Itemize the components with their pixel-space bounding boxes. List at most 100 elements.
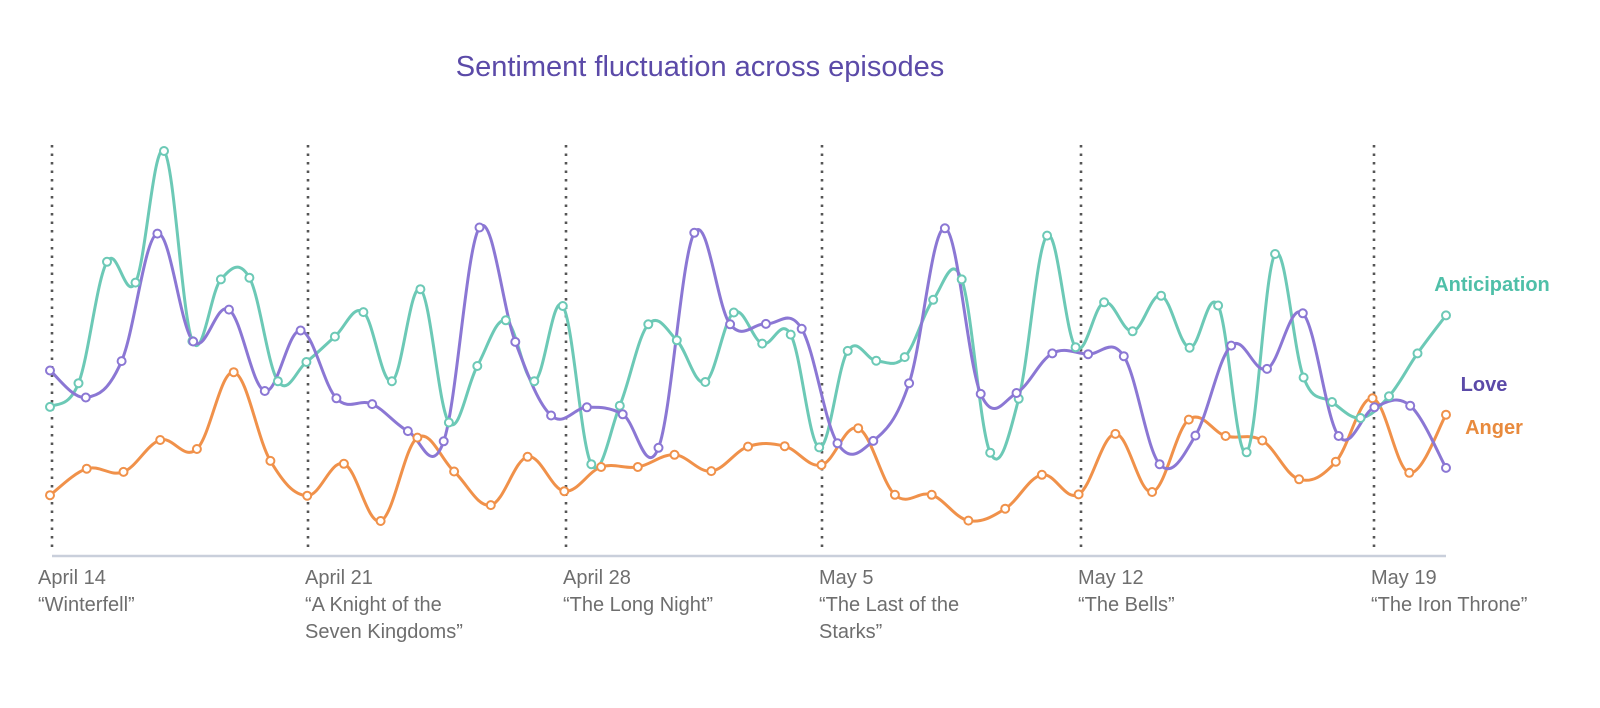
anticipation-data-point — [899, 352, 910, 363]
anger-data-point — [596, 462, 607, 472]
anticipation-data-point — [1270, 249, 1281, 259]
anger-data-point — [1330, 456, 1341, 467]
anticipation-data-point — [1042, 230, 1053, 241]
anger-data-point — [559, 486, 570, 497]
love-data-point — [1369, 402, 1380, 413]
episode-title-label: “The Long Night” — [563, 594, 713, 616]
anger-data-point — [1367, 393, 1378, 404]
love-data-point — [581, 402, 592, 413]
love-data-point — [1405, 400, 1416, 411]
anger-data-point — [926, 489, 937, 500]
love-data-point — [760, 318, 771, 329]
anger-data-point — [1294, 474, 1305, 485]
anger-data-point — [191, 444, 202, 454]
anger-data-point — [522, 451, 533, 462]
anticipation-data-point — [1156, 290, 1167, 301]
love-data-point — [1190, 430, 1201, 441]
episode-date-label: April 28 — [563, 567, 631, 589]
love-data-point — [1047, 348, 1058, 359]
anger-data-point — [449, 466, 460, 477]
anticipation-data-point — [1241, 447, 1252, 458]
anger-data-point — [1257, 435, 1268, 446]
love-data-point — [868, 435, 879, 446]
episode-title-label: “A Knight of the — [305, 594, 442, 616]
anticipation-data-point — [244, 272, 255, 283]
love-data-point — [1118, 351, 1129, 362]
chart-title: Sentiment fluctuation across episodes — [456, 51, 944, 83]
anger-data-point — [669, 449, 680, 460]
anticipation-data-point — [671, 335, 682, 346]
anger-data-point — [1183, 414, 1194, 425]
anticipation-data-point — [102, 256, 112, 267]
anticipation-data-point — [472, 361, 483, 371]
love-data-point — [725, 319, 736, 330]
love-data-point — [796, 323, 807, 334]
anticipation-data-point — [301, 357, 312, 367]
episode-date-label: May 12 — [1078, 567, 1144, 589]
love-data-point — [45, 365, 55, 376]
anticipation-data-point — [1355, 413, 1366, 423]
anger-series-label: Anger — [1465, 417, 1523, 439]
anticipation-data-point — [358, 307, 369, 318]
anger-data-point — [1000, 503, 1011, 514]
anticipation-data-point — [1070, 342, 1081, 353]
love-data-point — [474, 222, 485, 233]
anticipation-data-point — [586, 459, 597, 470]
anticipation-data-point — [928, 294, 939, 305]
anger-data-point — [816, 460, 827, 470]
anticipation-data-point — [1384, 391, 1394, 402]
anticipation-data-point — [1213, 300, 1224, 311]
love-series-label: Love — [1461, 374, 1508, 396]
anticipation-data-point — [130, 277, 141, 288]
anticipation-data-point — [1184, 342, 1195, 353]
anger-data-point — [485, 500, 496, 511]
episode-title-label: “The Iron Throne” — [1371, 594, 1527, 616]
anticipation-data-point — [386, 376, 397, 387]
episode-date-label: April 14 — [38, 567, 106, 589]
episode-date-label: April 21 — [305, 567, 373, 589]
anticipation-data-point — [956, 274, 967, 285]
anticipation-data-point — [614, 400, 625, 411]
love-data-point — [438, 436, 449, 447]
love-data-point — [116, 356, 127, 367]
anger-data-point — [265, 455, 276, 466]
love-data-point — [939, 223, 950, 234]
love-data-point — [224, 304, 234, 315]
anticipation-data-point — [529, 376, 540, 387]
anger-data-point — [632, 462, 643, 472]
episode-title-label: “The Bells” — [1078, 594, 1175, 616]
anticipation-data-point — [643, 319, 654, 330]
anger-data-point — [743, 441, 753, 452]
anger-data-point — [1147, 487, 1158, 497]
anger-data-point — [779, 441, 790, 452]
anger-data-point — [228, 367, 239, 378]
anger-data-point — [1220, 431, 1231, 441]
love-data-point — [832, 438, 843, 449]
love-data-point — [1297, 308, 1308, 319]
episode-markers — [50, 145, 1376, 553]
love-data-point — [295, 325, 306, 336]
episode-title-label: “The Last of the — [819, 594, 959, 616]
anger-data-point — [1441, 409, 1451, 420]
anticipation-data-point — [159, 146, 169, 156]
anticipation-data-point — [329, 331, 340, 342]
love-data-point — [904, 378, 915, 389]
love-data-point — [546, 410, 557, 421]
love-data-point — [1154, 459, 1165, 470]
anger-data-point — [1073, 489, 1084, 500]
episode-title-label: “Winterfell” — [38, 594, 135, 616]
anticipation-data-point — [842, 345, 853, 356]
love-data-point — [1226, 340, 1237, 351]
series-lines — [48, 149, 1448, 523]
anger-data-point — [338, 458, 349, 469]
love-data-point — [259, 386, 270, 396]
love-data-point — [367, 399, 378, 410]
anticipation-data-point — [272, 376, 283, 387]
anticipation-data-point — [415, 284, 426, 295]
love-data-point — [188, 336, 199, 347]
love-data-point — [617, 409, 628, 420]
anger-data-point — [1110, 428, 1121, 439]
series-labels: Anger Anticipation Love — [1434, 274, 1550, 439]
love-data-point — [689, 227, 700, 238]
anticipation-data-point — [1099, 297, 1110, 308]
